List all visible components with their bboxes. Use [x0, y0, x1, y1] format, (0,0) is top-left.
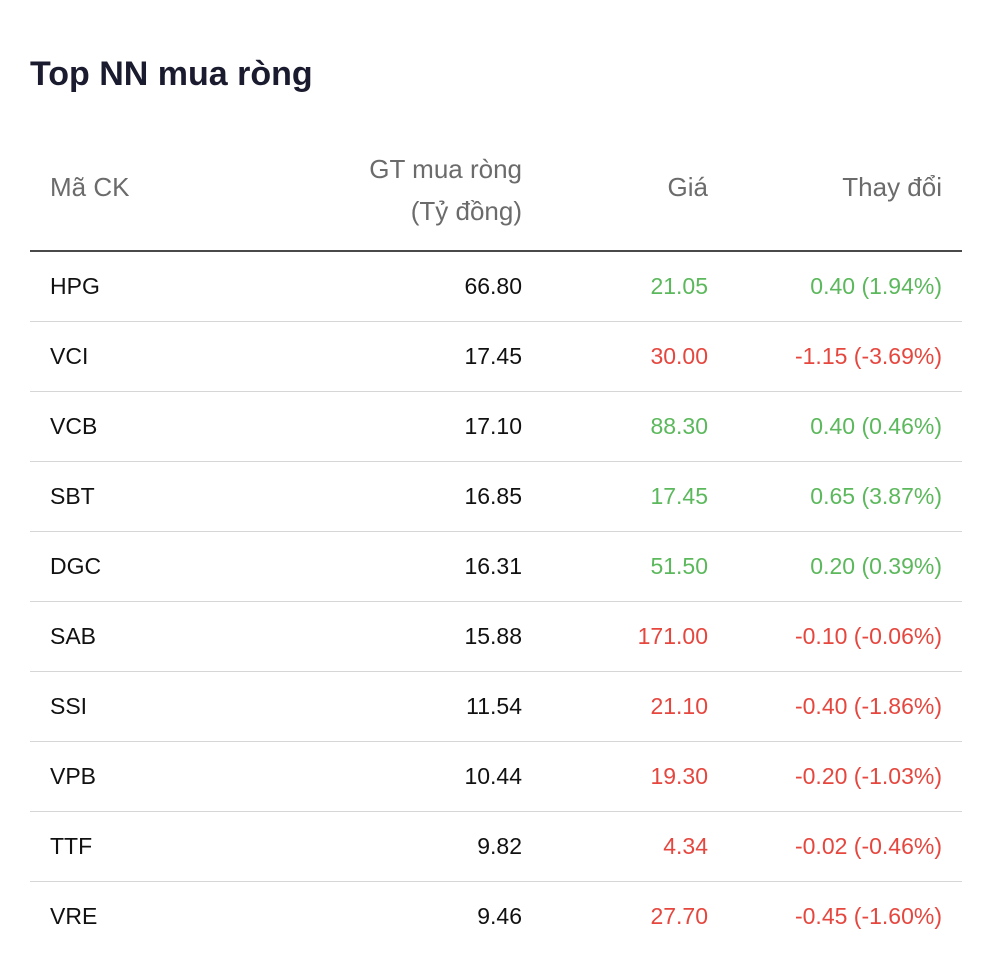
price-change: -1.15 (-3.69%) — [794, 343, 942, 369]
table-row[interactable]: HPG 66.80 21.05 0.40 (1.94%) — [30, 252, 962, 322]
net-buy-value: 66.80 — [464, 273, 522, 299]
column-header-code[interactable]: Mã CK — [50, 172, 130, 202]
net-buy-table: Mã CK GT mua ròng (Tỷ đồng) Giá Thay đổi… — [30, 140, 962, 951]
net-buy-value: 9.46 — [477, 903, 522, 929]
net-buy-value: 16.85 — [464, 483, 522, 509]
price-change: -0.20 (-1.03%) — [794, 763, 942, 789]
table-row[interactable]: VRE 9.46 27.70 -0.45 (-1.60%) — [30, 882, 962, 951]
stock-code[interactable]: DGC — [50, 553, 102, 579]
price: 88.30 — [650, 413, 708, 439]
table-row[interactable]: SSI 11.54 21.10 -0.40 (-1.86%) — [30, 672, 962, 742]
net-buy-value: 17.10 — [464, 413, 522, 439]
column-header-net-buy-value[interactable]: GT mua ròng (Tỷ đồng) — [369, 148, 522, 232]
column-header-net-buy-value-line1: GT mua ròng — [369, 154, 522, 184]
table-row[interactable]: SAB 15.88 171.00 -0.10 (-0.06%) — [30, 602, 962, 672]
net-buy-value: 16.31 — [464, 553, 522, 579]
table-row[interactable]: VPB 10.44 19.30 -0.20 (-1.03%) — [30, 742, 962, 812]
price: 51.50 — [650, 553, 708, 579]
net-buy-value: 9.82 — [477, 833, 522, 859]
price: 171.00 — [637, 623, 708, 649]
stock-code[interactable]: HPG — [50, 273, 100, 299]
price-change: 0.65 (3.87%) — [810, 483, 942, 509]
net-buy-value: 11.54 — [466, 693, 522, 719]
table-row[interactable]: VCB 17.10 88.30 0.40 (0.46%) — [30, 392, 962, 462]
price: 19.30 — [650, 763, 708, 789]
price-change: -0.02 (-0.46%) — [794, 833, 942, 859]
price-change: -0.45 (-1.60%) — [794, 903, 942, 929]
table-row[interactable]: VCI 17.45 30.00 -1.15 (-3.69%) — [30, 322, 962, 392]
price: 21.10 — [650, 693, 708, 719]
table-row[interactable]: DGC 16.31 51.50 0.20 (0.39%) — [30, 532, 962, 602]
stock-code[interactable]: VPB — [50, 763, 97, 789]
net-buy-value: 17.45 — [464, 343, 522, 369]
table-body: HPG 66.80 21.05 0.40 (1.94%) VCI 17.45 3… — [30, 252, 962, 951]
table-row[interactable]: SBT 16.85 17.45 0.65 (3.87%) — [30, 462, 962, 532]
column-header-change[interactable]: Thay đổi — [842, 172, 942, 202]
net-buy-value: 10.44 — [464, 763, 522, 789]
price: 27.70 — [650, 903, 708, 929]
price-change: 0.20 (0.39%) — [810, 553, 942, 579]
column-header-price[interactable]: Giá — [667, 172, 708, 202]
table-header: Mã CK GT mua ròng (Tỷ đồng) Giá Thay đổi — [30, 140, 962, 252]
stock-code[interactable]: SAB — [50, 623, 97, 649]
price-change: 0.40 (1.94%) — [810, 273, 942, 299]
net-buy-value: 15.88 — [464, 623, 522, 649]
widget-title: Top NN mua ròng — [30, 55, 313, 93]
price: 4.34 — [663, 833, 708, 859]
stock-code[interactable]: VCB — [50, 413, 98, 439]
price: 30.00 — [650, 343, 708, 369]
stock-code[interactable]: VCI — [50, 343, 89, 369]
column-header-net-buy-value-line2: (Tỷ đồng) — [410, 196, 522, 226]
table-row[interactable]: TTF 9.82 4.34 -0.02 (-0.46%) — [30, 812, 962, 882]
price: 17.45 — [650, 483, 708, 509]
stock-code[interactable]: VRE — [50, 903, 98, 929]
stock-code[interactable]: SSI — [50, 693, 88, 719]
stock-code[interactable]: SBT — [50, 483, 95, 509]
stock-code[interactable]: TTF — [50, 833, 93, 859]
price-change: -0.40 (-1.86%) — [794, 693, 942, 719]
price-change: -0.10 (-0.06%) — [794, 623, 942, 649]
price-change: 0.40 (0.46%) — [810, 413, 942, 439]
price: 21.05 — [650, 273, 708, 299]
